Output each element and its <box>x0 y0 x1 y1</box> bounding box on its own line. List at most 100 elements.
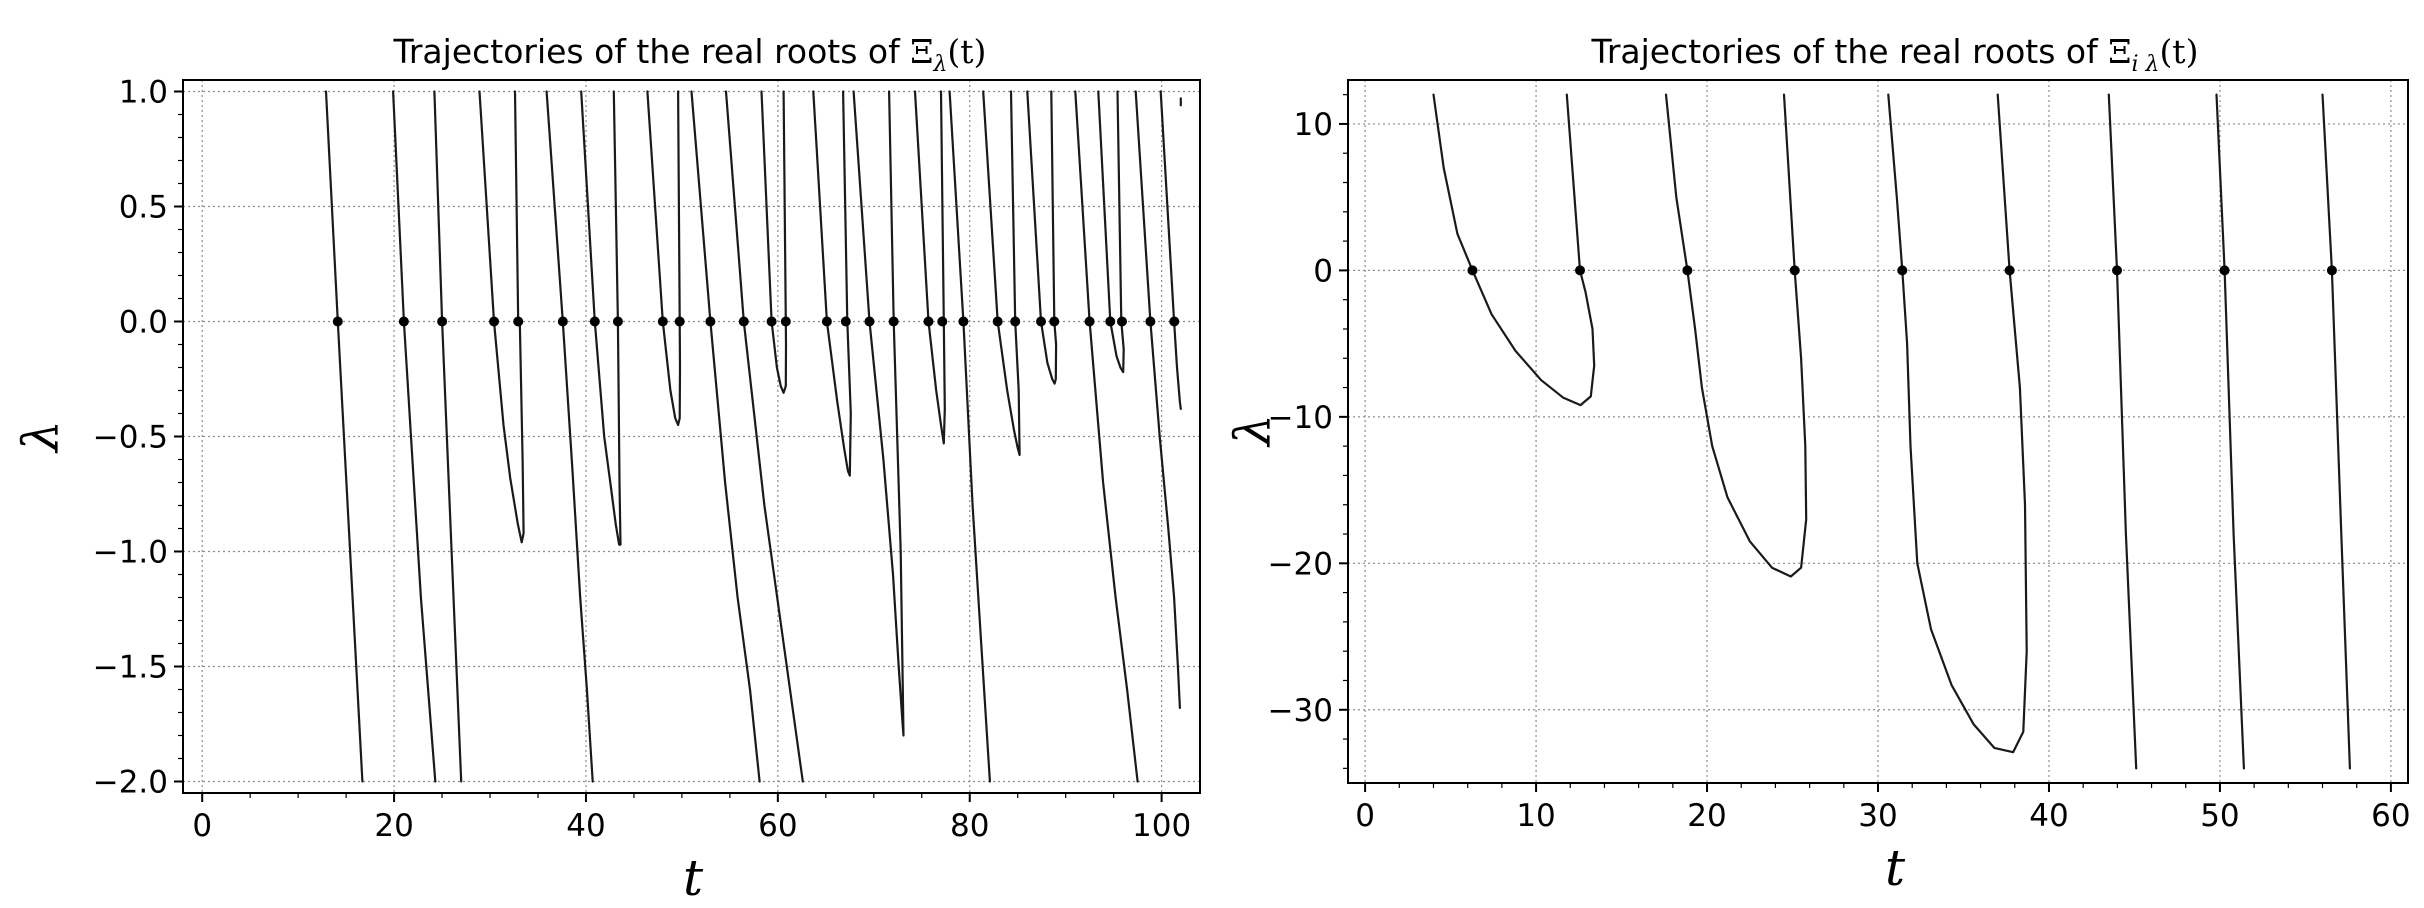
chart-left-marker-group <box>332 316 1180 327</box>
chart-left-zero-point <box>332 316 343 327</box>
chart-left-x-axis-label: t <box>683 849 704 907</box>
chart-left-zero-point <box>780 316 791 327</box>
chart-left-zero-point <box>1049 316 1060 327</box>
chart-right-zero-point <box>2326 265 2337 276</box>
chart-left-ticks: 0 20 40 60 80 100 1.0 0.5 0.0 −0.5 −1.0 −1.5 −2.0 <box>93 75 1191 845</box>
chart-left-zero-point <box>821 316 832 327</box>
chart-right-title: Trajectories of the real roots of Ξi λ(t… <box>1591 32 2199 77</box>
chart-left-zero-point <box>1084 316 1095 327</box>
chart-right-trajectory-4 <box>2107 93 2138 770</box>
chart-right-zero-point <box>2004 265 2015 276</box>
chart-left-trajectory-9 <box>724 90 804 783</box>
chart-right-y-tick-label: −30 <box>1268 693 1333 729</box>
chart-left-y-tick-label: −0.5 <box>93 420 168 456</box>
chart-right-trajectory-3 <box>1887 93 2028 754</box>
chart-left-y-tick-label: 0.0 <box>119 305 168 341</box>
chart-left-zero-point <box>489 316 500 327</box>
chart-left-y-tick-label: −1.0 <box>93 535 168 571</box>
chart-right-x-tick-label: 10 <box>1516 798 1555 834</box>
chart-left-trajectory-8 <box>690 90 761 783</box>
chart-left-x-tick-label: 20 <box>374 808 413 844</box>
chart-left-trajectory-5 <box>545 90 594 783</box>
chart-left-x-tick-label: 60 <box>758 808 797 844</box>
chart-left-trajectory-6 <box>580 90 622 546</box>
chart-right-series-group <box>1432 93 2351 770</box>
chart-right-zero-point <box>1789 265 1800 276</box>
chart-left-x-tick-label: 100 <box>1132 808 1191 844</box>
chart-left-zero-point <box>888 316 899 327</box>
chart-right-ticks: 0 10 20 30 40 50 60 10 0 −10 −20 −30 <box>1268 94 2411 834</box>
chart-left-x-tick-label: 0 <box>192 808 212 844</box>
chart-left-zero-point <box>437 316 448 327</box>
chart-right-zero-point <box>1575 265 1586 276</box>
chart-left-y-tick-label: −1.5 <box>93 650 168 686</box>
chart-left-zero-point <box>398 316 409 327</box>
chart-right-x-tick-label: 30 <box>1858 798 1897 834</box>
chart-right-gridlines <box>1348 80 2408 783</box>
chart-left-zero-point <box>1105 316 1116 327</box>
chart-right-x-tick-label: 20 <box>1687 798 1726 834</box>
chart-left-zero-point <box>557 316 568 327</box>
chart-right-x-tick-label: 60 <box>2371 798 2410 834</box>
chart-left-zero-point <box>1010 316 1021 327</box>
chart-left-y-axis-label: λ <box>12 420 70 454</box>
chart-left-trajectory-7 <box>646 90 682 427</box>
chart-left-zero-point <box>937 316 948 327</box>
chart-left-trajectory-10 <box>760 90 788 394</box>
chart-left-trajectory-15 <box>982 90 1021 456</box>
chart-left-y-tick-label: 0.5 <box>119 190 168 226</box>
chart-left-trajectory-3 <box>433 90 463 783</box>
chart-left-trajectory-14 <box>948 90 992 783</box>
chart-left-zero-point <box>705 316 716 327</box>
chart-right-y-tick-label: −20 <box>1268 546 1333 582</box>
chart-right-x-tick-label: 0 <box>1355 798 1375 834</box>
chart-right-marker-group <box>1467 265 2337 276</box>
chart-left-zero-point <box>923 316 934 327</box>
chart-left-trajectory-16 <box>1026 90 1058 385</box>
chart-right-y-tick-label: 10 <box>1294 107 1333 143</box>
chart-left-zero-point <box>738 316 749 327</box>
chart-right: Trajectories of the real roots of Ξi λ(t… <box>1224 32 2411 897</box>
chart-right-y-axis-label: λ <box>1224 414 1282 448</box>
chart-left-series-group <box>324 90 1182 783</box>
chart-left-x-tick-label: 40 <box>566 808 605 844</box>
chart-right-trajectory-1 <box>1432 93 1596 407</box>
chart-left-y-tick-label: −2.0 <box>93 765 168 801</box>
chart-right-y-tick-label: 0 <box>1313 253 1333 289</box>
chart-left-zero-point <box>674 316 685 327</box>
chart-right-x-tick-label: 40 <box>2029 798 2068 834</box>
chart-left-zero-point <box>657 316 668 327</box>
chart-right-trajectory-2 <box>1664 93 1808 578</box>
chart-left-title: Trajectories of the real roots of Ξλ(t) <box>393 32 987 77</box>
chart-right-zero-point <box>1682 265 1693 276</box>
chart-left-trajectory-12 <box>852 90 905 737</box>
chart-left-plot-area <box>183 80 1200 793</box>
chart-left-zero-point <box>612 316 623 327</box>
chart-right-x-axis-label: t <box>1885 839 1906 897</box>
chart-left-trajectory-20 <box>1159 90 1182 410</box>
chart-left-zero-point <box>1169 316 1180 327</box>
chart-left-zero-point <box>1036 316 1047 327</box>
chart-left-zero-point <box>766 316 777 327</box>
chart-right-zero-point <box>2112 265 2123 276</box>
chart-left-trajectory-2 <box>392 90 437 783</box>
chart-left-zero-point <box>958 316 969 327</box>
chart-right-x-tick-label: 50 <box>2200 798 2239 834</box>
chart-left-zero-point <box>589 316 600 327</box>
chart-left-zero-point <box>1116 316 1127 327</box>
chart-left-zero-point <box>864 316 875 327</box>
chart-left-zero-point <box>992 316 1003 327</box>
chart-right-trajectory-5 <box>2215 93 2245 770</box>
chart-left-zero-point <box>1145 316 1156 327</box>
chart-left-x-tick-label: 80 <box>950 808 989 844</box>
chart-right-zero-point <box>2219 265 2230 276</box>
chart-left-zero-point <box>513 316 524 327</box>
chart-left: Trajectories of the real roots of Ξλ(t) … <box>12 32 1201 907</box>
chart-left-trajectory-13 <box>913 90 946 445</box>
chart-right-trajectory-6 <box>2321 93 2351 770</box>
chart-left-zero-point <box>840 316 851 327</box>
chart-right-zero-point <box>1467 265 1478 276</box>
chart-left-y-tick-label: 1.0 <box>119 75 168 111</box>
chart-left-trajectory-17 <box>1074 90 1139 783</box>
